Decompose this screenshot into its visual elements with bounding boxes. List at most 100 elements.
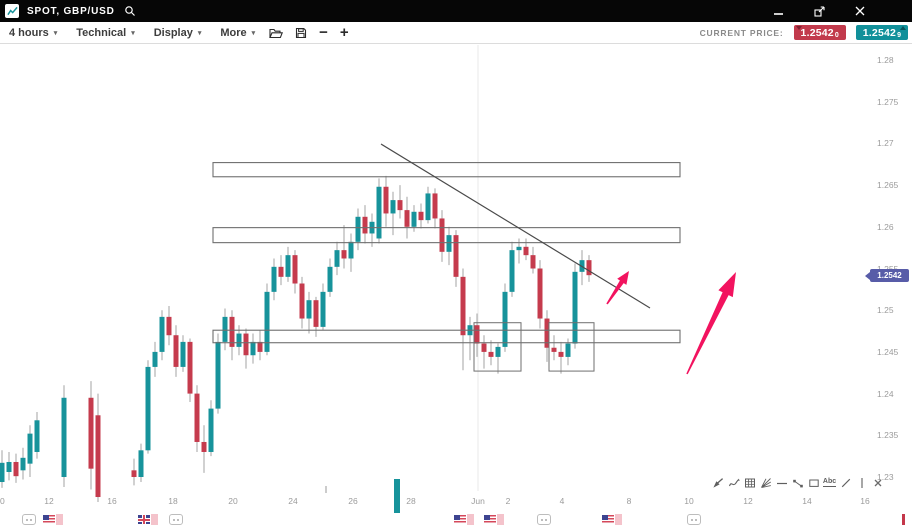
price-zone-rectangle[interactable]	[212, 227, 681, 244]
open-layout-button[interactable]	[269, 27, 284, 39]
restore-button[interactable]	[813, 5, 825, 17]
close-tool-icon[interactable]	[871, 476, 884, 489]
buy-price-pip: 9	[897, 31, 901, 39]
text-tool-icon[interactable]: Abc	[822, 476, 837, 489]
candle-body	[20, 457, 26, 471]
title-bar: SPOT, GBP/USD	[0, 0, 912, 22]
y-axis-label: 1.235	[877, 430, 899, 441]
drawing-toolbar: Abc	[711, 474, 884, 491]
grid-tool-icon[interactable]	[743, 476, 756, 489]
bullish-arrow[interactable]	[606, 271, 629, 305]
window-controls	[772, 5, 866, 17]
candle-body	[453, 235, 459, 277]
candle-body	[306, 300, 312, 319]
save-button[interactable]	[295, 27, 307, 39]
display-menu[interactable]: Display	[154, 27, 202, 39]
candle-body	[187, 341, 193, 394]
cursor-tool-icon[interactable]	[711, 476, 724, 489]
x-axis-label: 14	[802, 496, 812, 506]
flag-us-icon[interactable]	[484, 512, 504, 525]
sell-price-badge[interactable]: 1.2542 0	[793, 25, 846, 40]
flag-us-icon[interactable]	[454, 512, 474, 525]
candle-body	[362, 216, 368, 234]
calendar-icon[interactable]	[687, 512, 701, 525]
candle-body	[460, 276, 466, 336]
y-axis-label: 1.255	[877, 264, 911, 274]
x-axis-label: 0	[0, 496, 5, 506]
x-axis-label: 16	[860, 496, 870, 506]
price-zone-rectangle[interactable]	[212, 162, 681, 178]
buy-price-badge[interactable]: 1.2542 9	[855, 25, 908, 40]
candle-body	[425, 193, 431, 221]
y-axis-label: 1.25	[877, 305, 894, 316]
candle-body	[180, 341, 186, 367]
candle-body	[334, 250, 340, 267]
candle-body	[404, 210, 410, 227]
hline-tool-icon[interactable]	[775, 476, 788, 489]
flag-us-icon[interactable]	[602, 512, 622, 525]
x-axis-label: 18	[168, 496, 178, 506]
search-icon[interactable]	[124, 5, 136, 17]
buy-price-value: 1.2542	[862, 26, 897, 39]
candle-body	[565, 343, 571, 357]
chart-toolbar: 4 hours Technical Display More − +	[0, 22, 912, 44]
bullish-arrow[interactable]	[686, 272, 736, 375]
candle-body	[145, 366, 151, 451]
candle-body	[131, 470, 137, 477]
candle-body	[278, 266, 284, 277]
candle-body	[320, 291, 326, 327]
consolidation-box[interactable]	[548, 322, 595, 372]
technical-menu[interactable]: Technical	[76, 27, 134, 39]
candle-body	[586, 260, 592, 276]
price-zone-rectangle[interactable]	[212, 329, 681, 344]
calendar-icon[interactable]	[169, 512, 183, 525]
flag-gb-icon[interactable]	[138, 512, 158, 525]
candle-body	[271, 266, 277, 292]
y-axis-label: 1.28	[877, 55, 894, 65]
curve-tool-icon[interactable]	[727, 476, 740, 489]
line-chart-logo-icon	[6, 6, 18, 15]
candle-body	[495, 346, 501, 357]
price-tag[interactable]: 1.2542	[865, 269, 909, 282]
restore-icon	[813, 5, 825, 17]
calendar-icon[interactable]	[22, 512, 36, 525]
rect-tool-icon[interactable]	[807, 476, 820, 489]
more-menu[interactable]: More	[220, 27, 255, 39]
zoom-out-button[interactable]: −	[319, 24, 328, 41]
marker-red-icon[interactable]	[902, 512, 905, 525]
folder-icon	[269, 28, 284, 38]
zoom-in-button[interactable]: +	[339, 24, 349, 41]
save-icon	[296, 27, 307, 38]
y-axis-label: 1.23	[877, 472, 894, 482]
x-axis-label: 26	[348, 496, 358, 506]
close-icon	[855, 6, 865, 16]
calendar-icon[interactable]	[537, 512, 551, 525]
consolidation-box[interactable]	[473, 322, 522, 372]
current-price-group: CURRENT PRICE: 1.2542 0 1.2542 9	[700, 25, 908, 40]
flag-us-icon[interactable]	[43, 512, 63, 525]
y-axis-label: 1.24	[877, 388, 894, 399]
segment-tool-icon[interactable]	[791, 476, 804, 489]
y-axis-label: 1.27	[877, 138, 894, 149]
candle-body	[348, 241, 354, 259]
candle-body	[229, 316, 235, 347]
fan-tool-icon[interactable]	[759, 476, 772, 489]
candle-body	[27, 433, 33, 464]
candle-body	[159, 316, 165, 352]
x-axis-label: 20	[228, 496, 238, 506]
candle-body	[551, 347, 557, 352]
candle-body	[516, 246, 522, 251]
vline-tool-icon[interactable]	[855, 476, 868, 489]
candle-body	[0, 462, 5, 483]
close-button[interactable]	[854, 5, 866, 17]
ray-tool-icon[interactable]	[839, 476, 852, 489]
x-axis-label: 12	[743, 496, 753, 506]
timeframe-menu[interactable]: 4 hours	[9, 27, 57, 39]
x-axis-label: Jun	[471, 496, 485, 506]
candle-body	[95, 415, 101, 498]
descending-trendline[interactable]	[380, 143, 651, 309]
candle-body	[376, 186, 382, 239]
minimize-button[interactable]	[772, 5, 784, 17]
